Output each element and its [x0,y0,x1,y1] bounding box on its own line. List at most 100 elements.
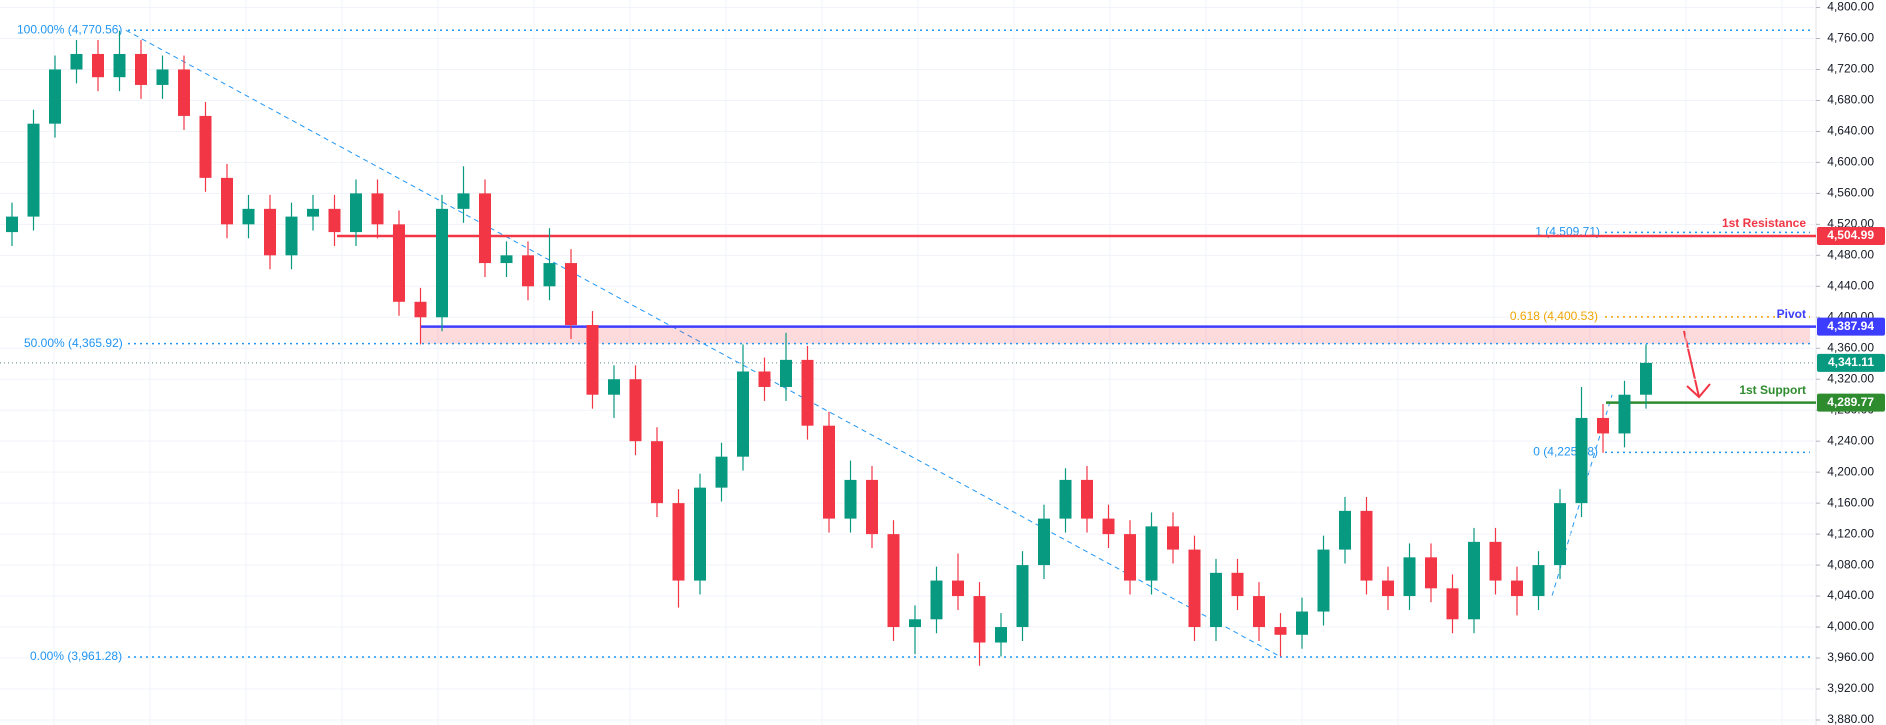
level-name: Pivot [1777,307,1806,321]
candle-body [1554,503,1566,566]
candle-body [350,193,362,233]
candle-body [178,69,190,116]
candle-body [199,115,212,178]
fib-level-label: 0.00% (3,961.28) [30,649,122,663]
candle-body [414,301,427,318]
candle-body [156,69,169,85]
y-tick-label: 4,080.00 [1827,557,1874,571]
price-tag [1817,317,1885,336]
y-tick-label: 4,560.00 [1827,186,1874,200]
candle-body [1532,565,1545,597]
candle-body [1339,510,1351,550]
price-tag [1817,353,1885,372]
y-tick-label: 4,360.00 [1827,340,1874,354]
candle-body [1210,572,1222,628]
level-name: 1st Resistance [1722,216,1806,230]
candle-body [629,379,642,442]
candle-body [500,255,513,264]
candle-body [694,487,706,581]
candle-body [371,193,384,225]
fib-level-label: 0.618 (4,400.53) [1510,309,1598,323]
candle-body [1425,557,1437,589]
candle-body [457,193,470,209]
y-tick-label: 4,440.00 [1827,278,1874,292]
fib-level-label: 100.00% (4,770.56) [17,22,122,36]
candle-body [1253,596,1265,628]
price-tag-label: 4,504.99 [1827,228,1874,242]
fib-level-label: 0 (4,225.58) [1533,445,1598,459]
candle-body [737,371,749,457]
candle-body [543,263,556,287]
candle-body [1618,394,1631,434]
candle-body [242,208,255,225]
candle-body [1081,479,1093,519]
candle-body [1167,526,1179,550]
candle-body [973,596,986,643]
y-tick-label: 4,320.00 [1827,371,1874,385]
candle-body [479,193,491,264]
candle-body [715,456,728,488]
candle-body [1102,518,1115,535]
candle-body [565,263,577,326]
candle-body [1016,565,1029,628]
candle-body [672,503,685,581]
candle-body [1575,417,1588,504]
candle-body [1597,417,1609,434]
candle-body [113,53,126,78]
candle-body [866,479,878,535]
y-tick-label: 3,880.00 [1827,712,1874,725]
candle-body [1403,557,1416,597]
candle-body [1360,510,1373,581]
candle-body [307,208,319,217]
candle-body [1059,479,1072,519]
candle-body [1296,611,1308,635]
candle-body [844,479,857,519]
candle-body [608,379,620,395]
candle-body [1317,549,1330,612]
y-tick-label: 4,120.00 [1827,526,1874,540]
candle-body [651,441,663,504]
candle-body [92,53,104,78]
candle-body [801,359,814,426]
y-tick-label: 4,640.00 [1827,124,1874,138]
candle-body [995,627,1007,643]
candle-body [264,208,276,256]
candle-body [436,208,448,318]
price-tag-label: 4,387.94 [1827,319,1874,333]
candle-body [1231,572,1244,597]
y-tick-label: 4,760.00 [1827,31,1874,45]
candle-body [930,580,943,620]
candle-body [1489,541,1502,581]
y-tick-label: 4,480.00 [1827,247,1874,261]
price-tag [1817,226,1885,245]
y-tick-label: 4,000.00 [1827,619,1874,633]
y-tick-label: 3,960.00 [1827,650,1874,664]
y-tick-label: 4,600.00 [1827,155,1874,169]
candle-body [1274,627,1287,635]
y-tick-label: 4,240.00 [1827,433,1874,447]
level-name: 1st Support [1739,383,1806,397]
arrow-head [1686,383,1711,399]
candle-body [6,216,18,233]
pivot-zone [421,326,1810,344]
candle-body [70,53,83,70]
price-tag [1817,393,1885,412]
candle-body [1468,541,1480,620]
candle-body [1038,518,1050,566]
price-tag-label: 4,289.77 [1827,395,1874,409]
candle-body [780,359,792,387]
candle-body [586,325,599,395]
candle-body [1446,588,1459,620]
candle-body [49,69,61,124]
candle-body [135,53,147,85]
candle-body [1124,534,1136,581]
candle-body [1188,549,1201,628]
candle-body [909,619,921,628]
fib-trend-line [125,29,1282,658]
y-tick-label: 4,720.00 [1827,62,1874,76]
candle-body [27,123,40,217]
candle-body [522,255,534,287]
